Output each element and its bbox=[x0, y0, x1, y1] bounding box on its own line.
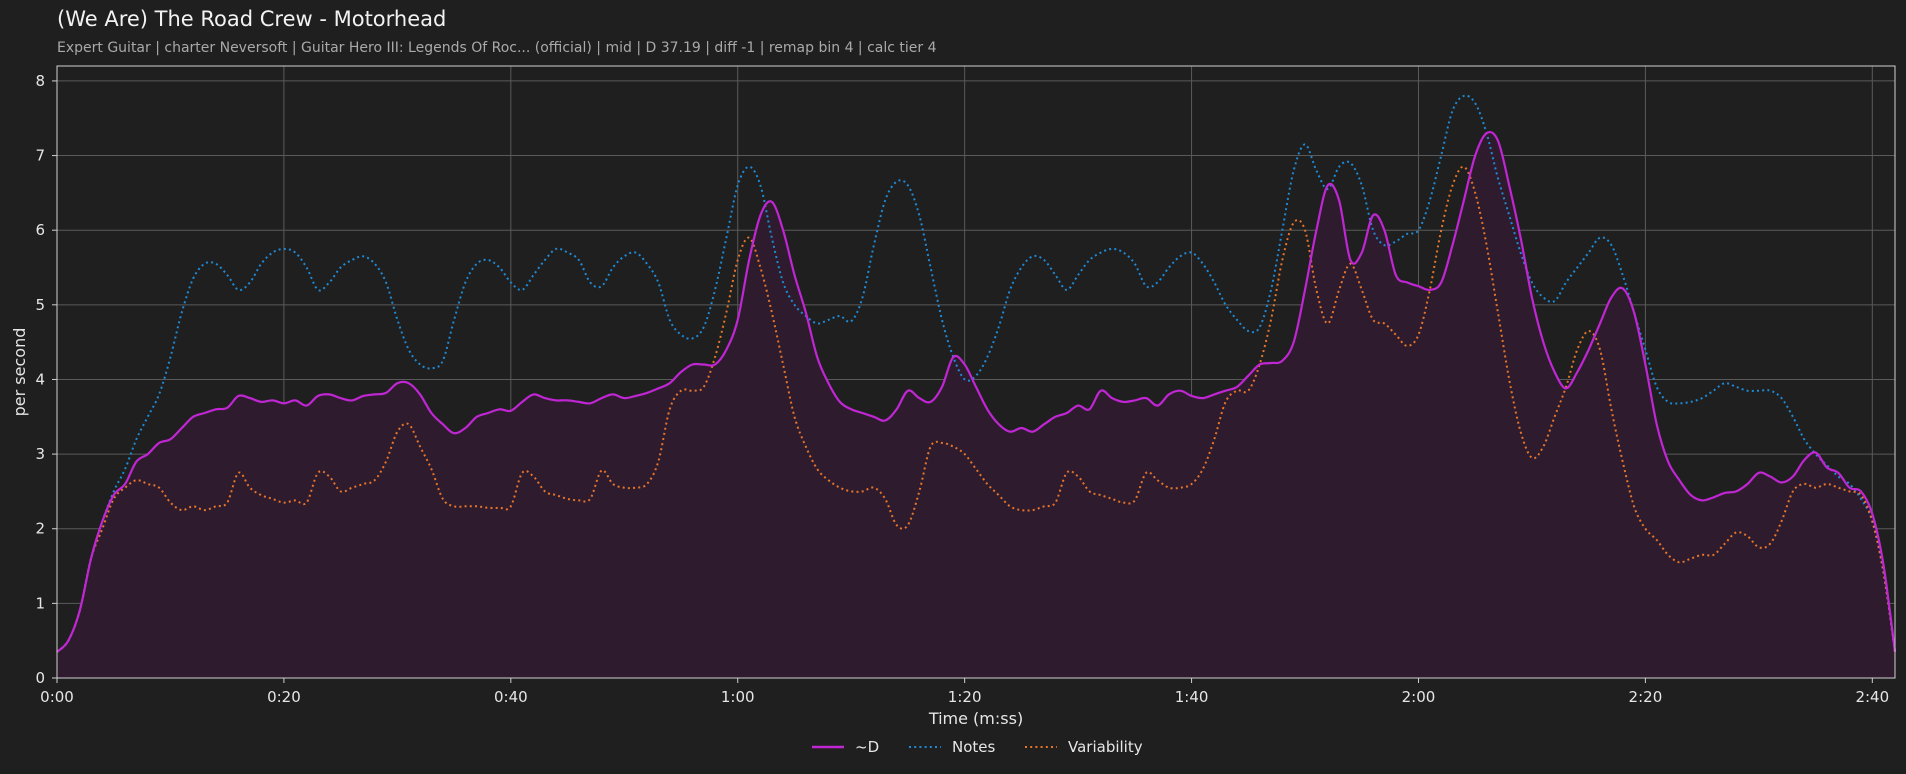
y-tick-label: 1 bbox=[35, 594, 45, 612]
x-tick-label: 1:20 bbox=[948, 688, 982, 706]
y-tick-label: 2 bbox=[35, 520, 45, 538]
x-tick-label: 2:20 bbox=[1629, 688, 1663, 706]
x-axis-label: Time (m:ss) bbox=[928, 709, 1023, 728]
area-fill-d bbox=[57, 132, 1895, 678]
axes: 0:00 0:20 0:40 1:00 1:20 1:40 2:00 2:20 2:40 0 1 2 3… bbox=[35, 65, 1896, 706]
series-lines bbox=[56, 94, 1897, 653]
legend-label: Notes bbox=[952, 738, 996, 756]
chart-subtitle: Expert Guitar | charter Neversoft | Guit… bbox=[57, 40, 937, 56]
y-tick-label: 0 bbox=[35, 669, 45, 687]
x-tick-label: 2:40 bbox=[1855, 688, 1889, 706]
y-tick-label: 3 bbox=[35, 445, 45, 463]
legend-label: ~D bbox=[855, 738, 879, 756]
x-tick-label: 1:00 bbox=[721, 688, 755, 706]
y-tick-label: 7 bbox=[35, 147, 45, 165]
area-fill bbox=[57, 132, 1895, 678]
x-tick-label: 0:20 bbox=[267, 688, 301, 706]
y-tick-label: 4 bbox=[35, 370, 45, 388]
x-tick-label: 0:00 bbox=[40, 688, 74, 706]
legend: ~D Notes Variability bbox=[812, 738, 1143, 756]
series-line-d bbox=[56, 130, 1897, 653]
legend-label: Variability bbox=[1068, 738, 1143, 756]
y-axis-label: per second bbox=[10, 328, 29, 417]
y-tick-label: 5 bbox=[35, 296, 45, 314]
x-tick-label: 2:00 bbox=[1402, 688, 1436, 706]
y-tick-label: 6 bbox=[35, 221, 45, 239]
y-tick-label: 8 bbox=[35, 72, 45, 90]
axes-frame bbox=[56, 65, 1896, 679]
series-line-notes bbox=[56, 94, 1896, 653]
x-tick-label: 1:40 bbox=[1175, 688, 1209, 706]
x-tick-label: 0:40 bbox=[494, 688, 528, 706]
chart-title: (We Are) The Road Crew - Motorhead bbox=[57, 7, 447, 31]
